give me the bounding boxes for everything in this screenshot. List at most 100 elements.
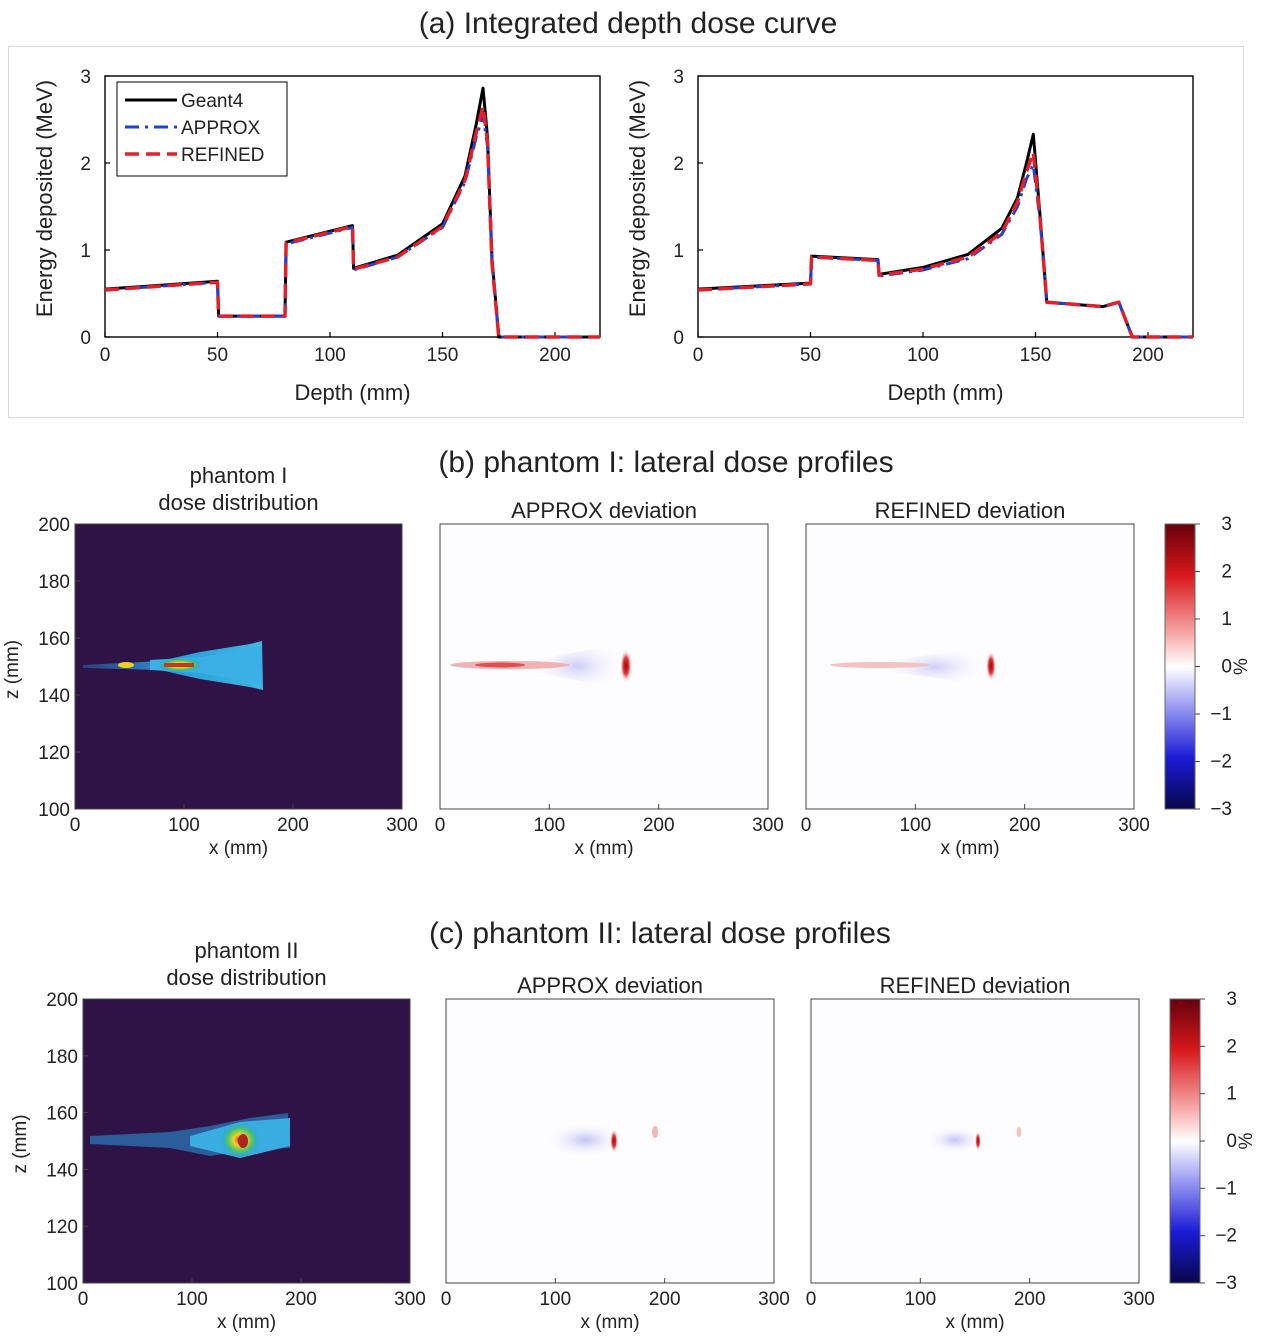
x-axis-label: x (mm) — [217, 1312, 276, 1333]
y-tick-label: 1 — [80, 241, 91, 262]
x-axis-label: x (mm) — [580, 1312, 639, 1333]
colorbar-tick-label: 2 — [1226, 1036, 1237, 1057]
x-tick-label: 300 — [758, 1289, 790, 1310]
series-line-refined — [104, 104, 600, 339]
heatmap-frame — [439, 523, 769, 810]
y-tick-label: 100 — [46, 1274, 78, 1295]
x-tick-label: 100 — [904, 1289, 936, 1310]
positive-deviation-streak-core — [475, 662, 525, 668]
heatmap-title: REFINED deviation — [880, 973, 1071, 998]
heatmap-frame — [805, 523, 1135, 810]
colorbar-tick-label: 1 — [1226, 1084, 1237, 1105]
negative-deviation-region — [530, 640, 625, 692]
y-tick-label: 100 — [38, 800, 70, 821]
heatmap-title: REFINED deviation — [875, 498, 1066, 523]
x-tick-label: 200 — [1132, 345, 1164, 366]
y-tick-label: 120 — [38, 743, 70, 764]
x-tick-label: 100 — [533, 815, 565, 836]
x-tick-label: 100 — [168, 815, 200, 836]
hotspot-entry — [118, 662, 134, 668]
x-tick-label: 200 — [277, 815, 309, 836]
x-tick-label: 0 — [78, 1289, 89, 1310]
y-axis-label: z (mm) — [2, 640, 23, 699]
colorbar-label: % — [1231, 658, 1252, 675]
colorbar-tick-label: 2 — [1221, 562, 1232, 583]
positive-deviation-peak — [986, 651, 996, 681]
plot-frame — [697, 75, 1194, 338]
x-tick-label: 50 — [800, 345, 821, 366]
y-tick-label: 200 — [38, 515, 70, 536]
heatmap-title: dose distribution — [166, 965, 326, 990]
y-tick-label: 120 — [46, 1217, 78, 1238]
x-tick-label: 0 — [806, 1289, 817, 1310]
legend-label-refined: REFINED — [181, 145, 264, 166]
x-axis-label: x (mm) — [945, 1312, 1004, 1333]
y-tick-label: 200 — [46, 990, 78, 1011]
x-tick-label: 200 — [1009, 815, 1041, 836]
y-tick-label: 140 — [46, 1160, 78, 1181]
phantom1-approx-deviation-panel — [440, 524, 768, 809]
colorbar-tick-label: −1 — [1210, 704, 1232, 725]
x-tick-label: 0 — [801, 815, 812, 836]
colorbar-tick-label: 0 — [1226, 1131, 1237, 1152]
heatmap-title: dose distribution — [158, 490, 318, 515]
y-tick-label: 1 — [673, 241, 684, 262]
heatmap-frame — [74, 523, 403, 810]
section-title-b: (b) phantom I: lateral dose profiles — [438, 446, 893, 479]
y-tick-label: 2 — [80, 154, 91, 175]
x-tick-label: 50 — [207, 345, 228, 366]
depth-dose-chart-phantom-1: 0 50 100 150 200 0 1 2 3 Depth (mm) Energy deposit… — [32, 67, 601, 405]
x-tick-label: 300 — [752, 815, 784, 836]
colorbar-tick-label: 1 — [1221, 609, 1232, 630]
x-tick-label: 200 — [649, 1289, 681, 1310]
negative-deviation-region — [925, 1126, 985, 1154]
x-tick-label: 300 — [1118, 815, 1150, 836]
colorbar-tick-label: −1 — [1215, 1178, 1237, 1199]
heatmap-title: phantom I — [190, 463, 288, 488]
x-tick-label: 200 — [539, 345, 571, 366]
y-axis-label: z (mm) — [10, 1114, 31, 1173]
x-axis-label: x (mm) — [574, 838, 633, 859]
x-axis-label: Depth (mm) — [887, 380, 1003, 405]
y-tick-label: 160 — [38, 629, 70, 650]
series-line-refined — [697, 150, 1193, 339]
x-tick-label: 100 — [899, 815, 931, 836]
x-tick-label: 100 — [907, 345, 939, 366]
colorbar-phantom-1: 3 2 1 0 −1 −2 −3% — [1164, 514, 1252, 820]
colorbar-tick-label: −3 — [1215, 1273, 1237, 1294]
y-tick-label: 180 — [46, 1047, 78, 1068]
positive-deviation-exit — [1016, 1127, 1022, 1137]
hotspot-core — [164, 663, 194, 667]
positive-deviation-peak — [975, 1131, 981, 1151]
negative-deviation-region — [880, 646, 990, 688]
y-tick-label: 160 — [46, 1104, 78, 1125]
negative-deviation-region — [545, 1122, 625, 1158]
x-tick-label: 0 — [693, 345, 704, 366]
colorbar-gradient — [1169, 998, 1201, 1284]
colorbar-tick-label: 3 — [1221, 514, 1232, 535]
legend-label-geant4: Geant4 — [181, 91, 244, 112]
legend-box — [116, 81, 288, 177]
x-tick-label: 300 — [386, 815, 418, 836]
colorbar-tick-label: 0 — [1221, 657, 1232, 678]
y-tick-label: 3 — [673, 67, 684, 88]
panel-a-frame — [8, 46, 1244, 418]
positive-deviation-streak — [830, 662, 930, 668]
y-tick-label: 0 — [673, 328, 684, 349]
positive-deviation-peak — [610, 1129, 618, 1153]
section-title-a: (a) Integrated depth dose curve — [419, 7, 838, 40]
phantom2-refined-deviation-panel — [811, 999, 1139, 1283]
y-tick-label: 3 — [80, 67, 91, 88]
x-axis-label: Depth (mm) — [294, 380, 410, 405]
colorbar-tick-label: −2 — [1215, 1226, 1237, 1247]
colorbar-phantom-2: 3 2 1 0 −1 −2 −3% — [1169, 989, 1257, 1294]
x-tick-label: 100 — [314, 345, 346, 366]
colorbar-label: % — [1236, 1132, 1257, 1149]
x-tick-label: 0 — [441, 1289, 452, 1310]
series-line-geant4 — [697, 132, 1193, 339]
x-tick-label: 0 — [70, 815, 81, 836]
x-tick-label: 100 — [539, 1289, 571, 1310]
x-tick-label: 300 — [1123, 1289, 1155, 1310]
colorbar-gradient — [1164, 523, 1196, 810]
y-axis-label: Energy deposited (MeV) — [625, 80, 650, 317]
